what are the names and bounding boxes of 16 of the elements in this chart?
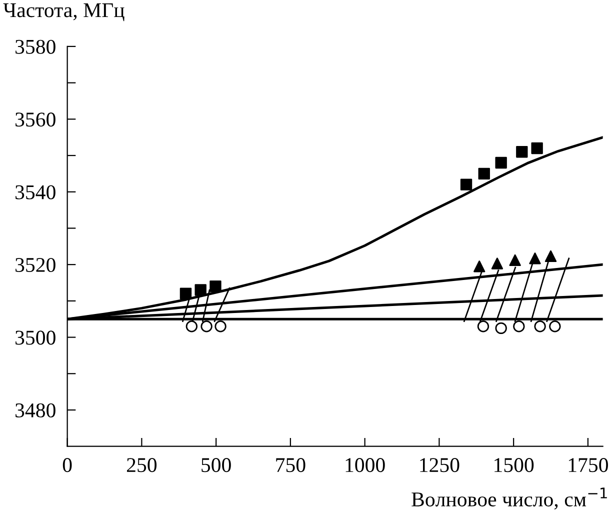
x-tick-label: 250 xyxy=(126,458,157,472)
x-tick-label: 0 xyxy=(62,458,72,472)
y-axis-title: Частота, МГц xyxy=(3,3,124,22)
x-tick-label: 1500 xyxy=(494,458,534,472)
x-tick-label: 1250 xyxy=(420,458,460,472)
x-axis-title: Волновое число, см$^{−1}$ xyxy=(412,488,607,510)
y-tick-label: 3540 xyxy=(16,185,56,200)
x-tick-label: 1750 xyxy=(568,458,608,472)
y-tick-label: 3580 xyxy=(16,40,56,54)
y-tick-label: 3480 xyxy=(16,403,56,418)
x-tick-label: 1000 xyxy=(346,458,385,472)
x-tick-label: 750 xyxy=(276,458,306,472)
x-tick-label: 500 xyxy=(202,458,231,472)
y-tick-label: 3520 xyxy=(16,258,56,272)
y-tick-label: 3500 xyxy=(16,330,56,345)
y-tick-label: 3560 xyxy=(16,112,56,127)
